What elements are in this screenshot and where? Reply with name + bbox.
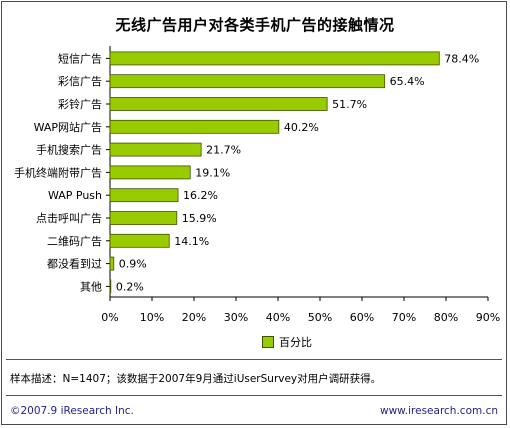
x-tick-label: 40% xyxy=(266,311,290,324)
legend-label: 百分比 xyxy=(279,336,312,349)
value-label: 0.9% xyxy=(119,258,147,271)
bar xyxy=(109,51,440,66)
bar xyxy=(109,256,115,271)
bar xyxy=(109,233,170,248)
legend: 百分比 xyxy=(262,334,312,350)
value-label: 14.1% xyxy=(174,235,209,248)
x-tick-label: 90% xyxy=(476,311,500,324)
x-tick-label: 70% xyxy=(392,311,416,324)
divider-bottom xyxy=(6,395,502,396)
x-tick-label: 20% xyxy=(182,311,206,324)
category-label: 短信广告 xyxy=(58,51,102,65)
bar xyxy=(109,211,178,225)
category-label: 彩铃广告 xyxy=(58,97,102,111)
legend-swatch xyxy=(262,336,274,348)
bar xyxy=(109,279,112,294)
sample-note: 样本描述：N=1407；该数据于2007年9月通过iUserSurvey对用户调… xyxy=(10,373,382,385)
chart-title: 无线广告用户对各类手机广告的接触情况 xyxy=(115,16,395,34)
website-url: www.iresearch.com.cn xyxy=(379,405,498,417)
x-tick-label: 10% xyxy=(140,311,164,324)
category-label: 手机搜索广告 xyxy=(36,143,102,157)
category-label: 其他 xyxy=(80,280,102,293)
value-label: 51.7% xyxy=(332,98,367,111)
bar xyxy=(109,119,280,134)
x-tick-label: 30% xyxy=(224,311,248,324)
value-label: 40.2% xyxy=(284,121,319,134)
category-label: 都没看到过 xyxy=(47,257,102,271)
category-label: WAP Push xyxy=(48,189,102,202)
category-label: 彩信广告 xyxy=(58,75,102,88)
bar xyxy=(109,97,328,111)
x-tick-label: 80% xyxy=(434,311,458,324)
value-label: 15.9% xyxy=(182,212,217,225)
bar-chart: 0% 10% 20% 30% 40% 50% 60% 70% 80% 90% 短信广告 78.4% 彩… xyxy=(14,46,500,324)
divider-top xyxy=(6,359,502,360)
value-label: 21.7% xyxy=(206,144,241,157)
category-label: 二维码广告 xyxy=(47,235,102,248)
value-label: 19.1% xyxy=(195,166,230,179)
x-tick-label: 0% xyxy=(101,311,118,324)
category-label: 手机终端附带广告 xyxy=(14,165,102,179)
bar xyxy=(109,165,191,180)
bar xyxy=(109,142,202,157)
value-label: 0.2% xyxy=(116,280,144,293)
category-label: WAP网站广告 xyxy=(34,120,102,134)
bar xyxy=(109,188,179,203)
value-label: 16.2% xyxy=(183,189,218,202)
value-label: 78.4% xyxy=(444,52,479,65)
category-label: 点击呼叫广告 xyxy=(36,212,102,225)
copyright: ©2007.9 iResearch Inc. xyxy=(10,405,134,417)
x-tick-label: 60% xyxy=(350,311,374,324)
value-label: 65.4% xyxy=(390,75,425,88)
x-tick-label: 50% xyxy=(308,311,332,324)
bar xyxy=(109,74,386,89)
